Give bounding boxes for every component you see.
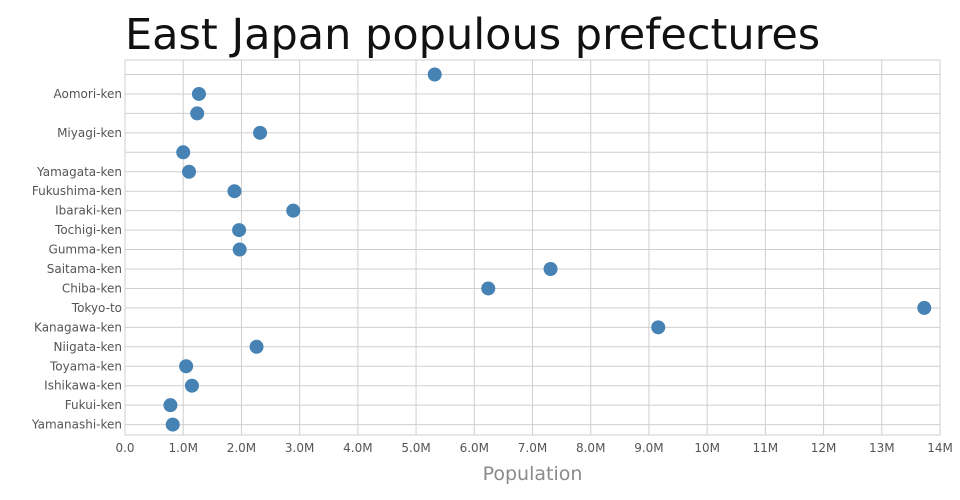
x-axis-label: Population bbox=[483, 463, 583, 485]
data-point[interactable] bbox=[176, 145, 191, 160]
x-tick-label: 13M bbox=[869, 441, 895, 455]
data-point[interactable] bbox=[179, 359, 194, 374]
x-tick-label: 11M bbox=[753, 441, 779, 455]
data-point[interactable] bbox=[165, 417, 180, 432]
x-tick-label: 4.0M bbox=[343, 441, 372, 455]
chart-title: East Japan populous prefectures bbox=[125, 10, 821, 60]
data-point[interactable] bbox=[190, 106, 205, 121]
x-axis-ticks: 0.0 1.0M 2.0M 3.0M 4.0M 5.0M 6.0M 7.0M 8.0M 9.0M 1… bbox=[115, 441, 952, 455]
y-tick-label: Ishikawa-ken bbox=[44, 379, 122, 393]
x-tick-label: 7.0M bbox=[518, 441, 547, 455]
y-tick-label: Saitama-ken bbox=[47, 262, 122, 276]
x-tick-label: 12M bbox=[811, 441, 837, 455]
x-tick-label: 9.0M bbox=[634, 441, 663, 455]
y-tick-label: Tokyo-to bbox=[71, 301, 122, 315]
data-point[interactable] bbox=[481, 281, 496, 296]
y-tick-label: Fukushima-ken bbox=[32, 184, 122, 198]
data-point[interactable] bbox=[227, 184, 242, 199]
y-tick-label: Tochigi-ken bbox=[54, 223, 122, 237]
data-point[interactable] bbox=[232, 223, 247, 238]
data-point[interactable] bbox=[184, 378, 199, 393]
y-tick-label: Gumma-ken bbox=[49, 243, 122, 257]
x-tick-label: 3.0M bbox=[285, 441, 314, 455]
y-tick-label: Kanagawa-ken bbox=[34, 320, 122, 334]
data-point[interactable] bbox=[253, 125, 268, 140]
y-tick-label: Toyama-ken bbox=[49, 359, 122, 373]
y-tick-label: Yamagata-ken bbox=[36, 165, 122, 179]
data-point[interactable] bbox=[651, 320, 666, 335]
data-point[interactable] bbox=[286, 203, 301, 218]
x-tick-label: 2.0M bbox=[227, 441, 256, 455]
y-tick-label: Aomori-ken bbox=[54, 87, 122, 101]
y-axis-labels: Aomori-ken Miyagi-ken Yamagata-ken Fukushim… bbox=[31, 87, 122, 432]
data-point[interactable] bbox=[249, 339, 264, 354]
x-tick-label: 10M bbox=[694, 441, 720, 455]
y-tick-label: Fukui-ken bbox=[65, 398, 122, 412]
points-layer bbox=[163, 67, 932, 432]
data-point[interactable] bbox=[182, 164, 197, 179]
x-tick-label: 6.0M bbox=[460, 441, 489, 455]
data-point[interactable] bbox=[543, 262, 558, 276]
data-point[interactable] bbox=[917, 300, 932, 315]
data-point[interactable] bbox=[232, 242, 247, 257]
data-point[interactable] bbox=[191, 86, 206, 101]
x-tick-label: 8.0M bbox=[576, 441, 605, 455]
y-tick-label: Yamanashi-ken bbox=[31, 418, 122, 432]
x-tick-label: 1.0M bbox=[168, 441, 197, 455]
x-tick-label: 0.0 bbox=[115, 441, 134, 455]
y-tick-label: Niigata-ken bbox=[53, 340, 122, 354]
x-tick-label: 5.0M bbox=[401, 441, 430, 455]
y-tick-label: Chiba-ken bbox=[62, 281, 122, 295]
grid-layer bbox=[124, 60, 941, 435]
y-tick-label: Miyagi-ken bbox=[57, 126, 122, 140]
data-point[interactable] bbox=[427, 67, 442, 82]
data-point[interactable] bbox=[163, 398, 178, 413]
x-tick-label: 14M bbox=[927, 441, 953, 455]
plot-frame bbox=[124, 59, 941, 436]
y-tick-label: Ibaraki-ken bbox=[55, 204, 122, 218]
